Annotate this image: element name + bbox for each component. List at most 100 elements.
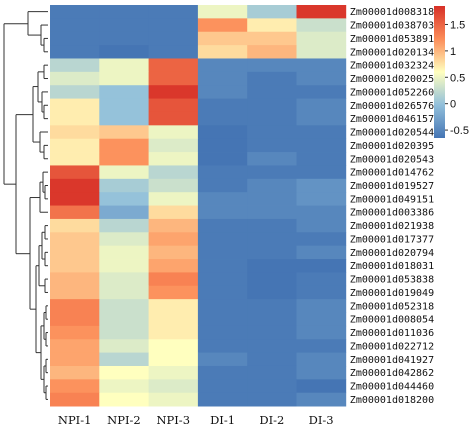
heatmap-cell xyxy=(50,138,100,153)
column-label: DI-2 xyxy=(259,413,284,427)
heatmap-cell xyxy=(50,152,100,166)
heatmap-cell xyxy=(247,18,297,33)
row-label: Zm00001d018031 xyxy=(350,261,434,272)
heatmap-cell xyxy=(197,392,248,407)
heatmap-cell xyxy=(197,325,248,340)
colorbar-tick-label: 0.5 xyxy=(450,72,465,84)
row-label: Zm00001d020134 xyxy=(350,47,434,58)
heatmap-cell xyxy=(148,31,199,46)
heatmap-cell xyxy=(296,98,347,113)
row-label: Zm00001d053891 xyxy=(350,34,434,45)
heatmap-cell xyxy=(99,285,149,300)
heatmap-cell xyxy=(148,339,199,354)
row-label: Zm00001d017377 xyxy=(350,234,434,245)
heatmap-cell xyxy=(247,245,297,260)
heatmap-cell xyxy=(296,5,347,19)
heatmap-cell xyxy=(197,165,248,180)
row-label: Zm00001d020794 xyxy=(350,248,434,259)
colorbar-gradient xyxy=(434,6,445,138)
row-label: Zm00001d003386 xyxy=(350,208,434,219)
heatmap-cell xyxy=(296,178,347,193)
heatmap-cell xyxy=(296,272,347,287)
heatmap-cell xyxy=(50,245,100,260)
column-label: NPI-3 xyxy=(156,413,190,427)
heatmap-cell xyxy=(247,232,297,247)
heatmap-cell xyxy=(99,272,149,287)
heatmap-cell xyxy=(99,218,149,233)
heatmap-cell xyxy=(296,339,347,354)
heatmap-cell xyxy=(247,259,297,273)
heatmap-cell xyxy=(197,272,248,287)
colorbar-tick-label: 1 xyxy=(450,46,456,58)
row-label: Zm00001d026576 xyxy=(350,101,434,112)
row-label: Zm00001d046157 xyxy=(350,114,434,125)
row-label: Zm00001d020395 xyxy=(350,141,434,152)
heatmap-cell xyxy=(197,98,248,113)
heatmap-cell xyxy=(247,138,297,153)
heatmap-cell xyxy=(99,312,149,327)
heatmap-cell xyxy=(148,218,199,233)
heatmap-cell xyxy=(247,218,297,233)
heatmap-cell xyxy=(99,98,149,113)
heatmap-cell xyxy=(247,85,297,99)
row-label: Zm00001d008054 xyxy=(350,315,434,326)
heatmap-cell xyxy=(197,365,248,380)
heatmap-cell xyxy=(197,85,248,99)
heatmap-cell xyxy=(197,232,248,247)
heatmap-cell xyxy=(50,192,100,206)
heatmap-cell xyxy=(50,111,100,126)
heatmap-cell xyxy=(99,18,149,33)
heatmap-cell xyxy=(247,205,297,220)
row-label: Zm00001d052260 xyxy=(350,87,434,98)
heatmap-cell xyxy=(247,165,297,180)
heatmap-cell xyxy=(50,259,100,273)
row-label: Zm00001d020544 xyxy=(350,128,434,139)
heatmap-cell xyxy=(99,85,149,99)
heatmap-cell xyxy=(247,152,297,166)
heatmap-cell xyxy=(247,352,297,367)
heatmap-cell xyxy=(50,18,100,33)
column-label: DI-1 xyxy=(210,413,235,427)
row-label: Zm00001d008318 xyxy=(350,7,434,18)
heatmap-cell xyxy=(99,245,149,260)
color-legend: 1.5 1 0.5 0 -0.5 xyxy=(434,6,469,138)
heatmap-cell xyxy=(296,299,347,313)
heatmap-cell xyxy=(197,138,248,153)
row-labels: Zm00001d008318 Zm00001d038703 Zm00001d0538… xyxy=(350,7,434,406)
heatmap-cell xyxy=(99,365,149,380)
heatmap-cell xyxy=(99,31,149,46)
heatmap-cell xyxy=(99,5,149,19)
heatmap-cell xyxy=(148,125,199,140)
row-label: Zm00001d038703 xyxy=(350,21,434,32)
heatmap-cell xyxy=(148,111,199,126)
heatmap-cell xyxy=(50,379,100,394)
row-label: Zm00001d019527 xyxy=(350,181,434,192)
heatmap-cell xyxy=(148,165,199,180)
row-label: Zm00001d022712 xyxy=(350,341,434,352)
heatmap-cell xyxy=(197,152,248,166)
heatmap-cell xyxy=(99,232,149,247)
colorbar-tick-label: -0.5 xyxy=(450,125,469,137)
heatmap-cell xyxy=(50,325,100,340)
heatmap-cell xyxy=(247,31,297,46)
heatmap-cell xyxy=(296,71,347,86)
heatmap-cell xyxy=(197,379,248,394)
heatmap-cell xyxy=(148,325,199,340)
heatmap-cell xyxy=(99,152,149,166)
heatmap-cell xyxy=(247,125,297,140)
heatmap-cell xyxy=(197,312,248,327)
row-label: Zm00001d020025 xyxy=(350,74,434,85)
heatmap-cell xyxy=(296,45,347,59)
heatmap-cell xyxy=(247,45,297,59)
heatmap-cell xyxy=(50,299,100,313)
heatmap-cell xyxy=(296,365,347,380)
heatmap-cell xyxy=(148,259,199,273)
heatmap-cell xyxy=(99,379,149,394)
heatmap-cell xyxy=(148,365,199,380)
heatmap-cell xyxy=(197,58,248,73)
heatmap-cell xyxy=(148,245,199,260)
heatmap-cell xyxy=(148,379,199,394)
heatmap-cell xyxy=(50,45,100,59)
colorbar-ticks: 1.5 1 0.5 0 -0.5 xyxy=(445,19,469,137)
